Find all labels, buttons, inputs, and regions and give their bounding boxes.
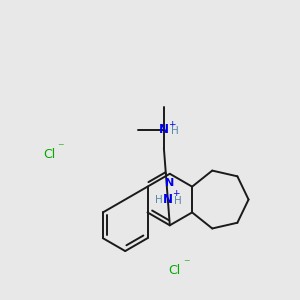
Text: +: + <box>172 189 179 198</box>
Text: N: N <box>163 193 173 206</box>
Text: H: H <box>155 194 163 205</box>
Text: H: H <box>174 196 182 206</box>
Text: +: + <box>168 119 176 128</box>
Text: Cl: Cl <box>169 264 181 278</box>
Text: Cl: Cl <box>43 148 55 161</box>
Text: ⁻: ⁻ <box>58 142 64 154</box>
Text: H: H <box>171 126 178 136</box>
Text: N: N <box>159 124 169 136</box>
Text: N: N <box>165 178 174 188</box>
Text: ⁻: ⁻ <box>183 257 190 270</box>
